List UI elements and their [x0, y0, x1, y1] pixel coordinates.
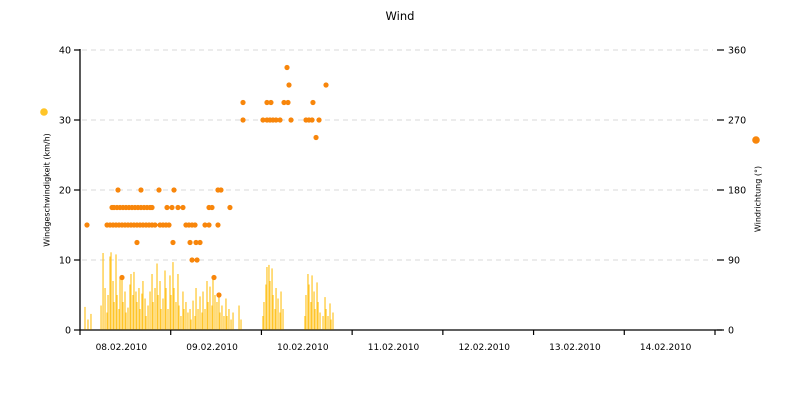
right-tick-label: 90	[728, 256, 740, 267]
x-tick-label: 11.02.2010	[368, 343, 420, 353]
wind-direction-dots	[84, 64, 329, 298]
left-tick-label: 0	[65, 326, 71, 337]
chart-title: Wind	[385, 9, 415, 23]
x-tick-label: 14.02.2010	[640, 343, 692, 353]
right-tick-label: 360	[728, 46, 746, 57]
left-tick-label: 10	[59, 256, 71, 267]
left-tick-label: 20	[59, 186, 71, 197]
speed-legend-dot	[40, 108, 48, 116]
x-tick-label: 10.02.2010	[277, 343, 329, 353]
right-axis-ticks: 0 90 180 270 360	[717, 46, 746, 337]
left-axis-ticks: 0 10 20 30 40	[59, 46, 80, 337]
right-tick-label: 270	[728, 116, 746, 127]
right-tick-label: 180	[728, 186, 746, 197]
right-tick-label: 0	[728, 326, 734, 337]
direction-legend-dot	[752, 136, 760, 144]
x-tick-label: 12.02.2010	[458, 343, 510, 353]
left-tick-label: 40	[59, 46, 71, 57]
x-tick-label: 13.02.2010	[549, 343, 601, 353]
left-tick-label: 30	[59, 116, 71, 127]
x-tick-label: 08.02.2010	[96, 343, 148, 353]
x-tick-label: 09.02.2010	[186, 343, 238, 353]
x-axis-ticks: 08.02.2010 09.02.2010 10.02.2010 11.02.2010…	[79, 330, 716, 353]
wind-speed-bars	[84, 252, 334, 330]
horizontal-gridlines	[82, 49, 713, 261]
